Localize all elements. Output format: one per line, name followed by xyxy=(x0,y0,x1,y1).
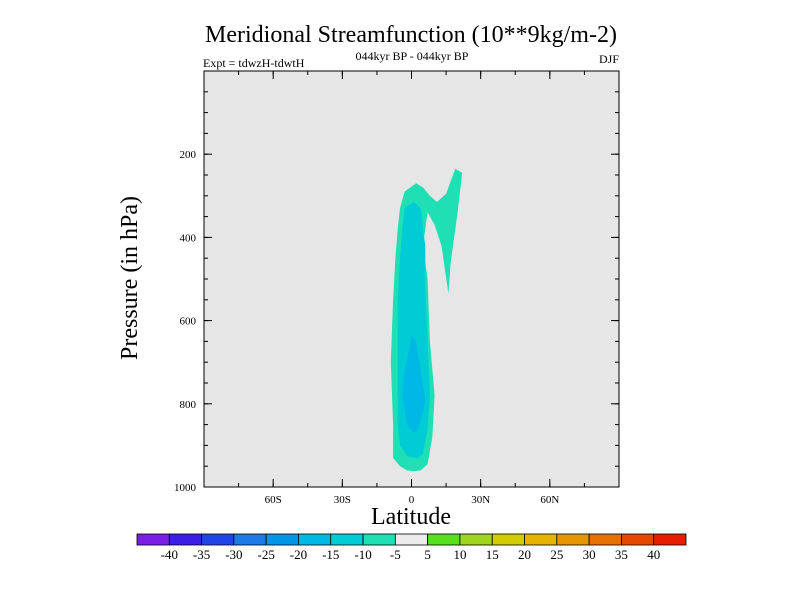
experiment-label: Expt = tdwzH-tdwtH xyxy=(203,56,305,70)
colorbar-label: 25 xyxy=(550,547,563,562)
colorbar-box xyxy=(168,533,202,546)
colorbar-label: 15 xyxy=(486,547,499,562)
colorbar-label: 35 xyxy=(615,547,628,562)
colorbar-label: 20 xyxy=(518,547,531,562)
colorbar-box xyxy=(330,533,364,546)
colorbar-box xyxy=(362,533,396,546)
colorbar-box xyxy=(588,533,622,546)
colorbar-label: 5 xyxy=(424,547,431,562)
x-tick-label: 60S xyxy=(265,494,282,506)
colorbar: -40 -35 -30 -25 -20 -15 -10 -5 5 10 15 20 25 30 35 40 xyxy=(136,533,687,562)
colorbar-box xyxy=(621,533,655,546)
x-tick-label: 30N xyxy=(471,494,490,506)
x-axis-label: Latitude xyxy=(371,504,451,530)
y-tick-label: 800 xyxy=(180,399,197,411)
chart-subtitle: 044kyr BP - 044kyr BP xyxy=(356,49,469,63)
colorbar-label: -5 xyxy=(390,547,401,562)
colorbar-label: 10 xyxy=(453,547,466,562)
colorbar-box xyxy=(491,533,525,546)
colorbar-box xyxy=(136,533,170,546)
y-axis-label: Pressure (in hPa) xyxy=(117,196,143,360)
colorbar-label: -35 xyxy=(193,547,210,562)
colorbar-label: -20 xyxy=(290,547,307,562)
season-label: DJF xyxy=(599,52,619,66)
colorbar-box xyxy=(459,533,493,546)
colorbar-label: 30 xyxy=(583,547,596,562)
colorbar-box xyxy=(298,533,332,546)
colorbar-box xyxy=(233,533,267,546)
contour-fills xyxy=(390,168,463,472)
colorbar-box xyxy=(653,533,687,546)
colorbar-box xyxy=(201,533,235,546)
colorbar-label: 40 xyxy=(647,547,660,562)
colorbar-box xyxy=(556,533,590,546)
y-tick-label: 600 xyxy=(180,316,197,328)
chart-title: Meridional Streamfunction (10**9kg/m-2) xyxy=(205,22,617,48)
x-tick-label: 30S xyxy=(334,494,351,506)
colorbar-box xyxy=(265,533,299,546)
contour-fill-2 xyxy=(402,335,426,433)
colorbar-label: -30 xyxy=(225,547,242,562)
x-tick-label: 60N xyxy=(540,494,559,506)
y-tick-label: 200 xyxy=(180,149,197,161)
colorbar-label: -15 xyxy=(322,547,339,562)
colorbar-label: -25 xyxy=(258,547,275,562)
axis-ticks: 60S 30S 0 30N 60N 200 400 600 800 1000 xyxy=(174,70,620,506)
y-tick-label: 400 xyxy=(180,232,197,244)
x-tick-label: 0 xyxy=(409,494,415,506)
colorbar-label: -40 xyxy=(161,547,178,562)
colorbar-label: -10 xyxy=(354,547,371,562)
colorbar-box xyxy=(394,533,429,546)
colorbar-box xyxy=(427,533,461,546)
colorbar-box xyxy=(524,533,558,546)
y-tick-label: 1000 xyxy=(174,482,197,494)
